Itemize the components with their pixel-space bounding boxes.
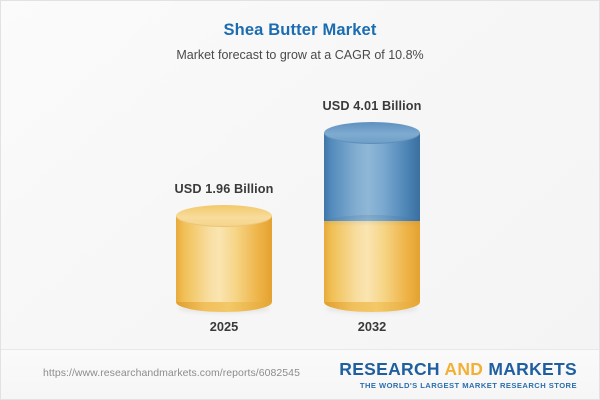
logo-word-research: RESEARCH (339, 359, 445, 379)
cylinder-top-2032 (324, 122, 420, 144)
bar-group-2032: USD 4.01 Billion (299, 96, 445, 313)
logo-word-and: AND (444, 359, 484, 379)
cylinder-body-yellow-2025 (176, 216, 272, 302)
cylinder-segment-seam-2032 (324, 215, 420, 231)
chart-plot-area: USD 1.96 Billion USD 4.01 Billion 2025 2… (1, 1, 599, 349)
chart-header: Shea Butter Market Market forecast to gr… (1, 19, 599, 64)
bar-group-2025: USD 1.96 Billion (151, 179, 297, 313)
x-axis-tick-2025: 2025 (209, 319, 239, 334)
cylinder-segment-blue-2032 (324, 133, 420, 221)
logo-tagline: THE WORLD'S LARGEST MARKET RESEARCH STOR… (359, 381, 577, 390)
cylinder-top-2025 (176, 205, 272, 227)
brand-logo[interactable]: RESEARCH AND MARKETS THE WORLD'S LARGEST… (339, 360, 577, 391)
logo-wordmark: RESEARCH AND MARKETS (339, 360, 577, 379)
bar-value-label-2025: USD 1.96 Billion (174, 182, 274, 196)
page-title: Shea Butter Market (223, 21, 377, 39)
cylinder-bar-2032[interactable] (324, 122, 420, 313)
bar-value-label-2032: USD 4.01 Billion (322, 99, 422, 113)
cylinder-bar-2025[interactable] (176, 205, 272, 313)
footer-bar: https://www.researchandmarkets.com/repor… (1, 349, 599, 399)
chart-subtitle: Market forecast to grow at a CAGR of 10.… (176, 48, 424, 62)
cylinder-segment-yellow-2032 (324, 219, 420, 302)
logo-word-markets: MARKETS (483, 359, 577, 379)
x-axis-tick-2032: 2032 (357, 319, 387, 334)
report-url[interactable]: https://www.researchandmarkets.com/repor… (43, 367, 300, 379)
